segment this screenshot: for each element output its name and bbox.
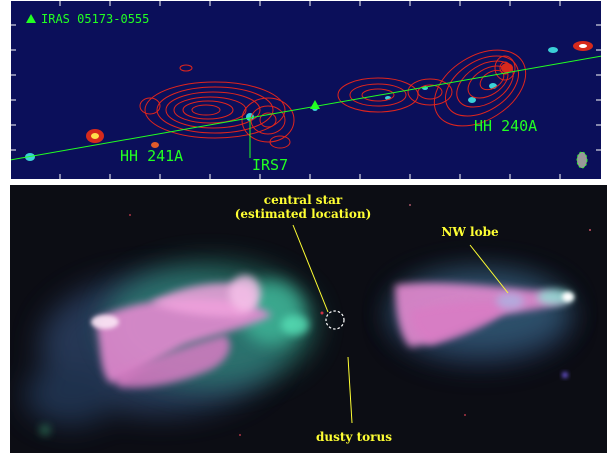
label-central-star: central star [264, 193, 343, 207]
emission-knots [25, 41, 593, 161]
contour-map-panel: IRAS 05173-0555 HH 241A IRS7 HH 240A [10, 0, 602, 180]
object-label: IRAS 05173-0555 [41, 12, 149, 26]
label-irs7: IRS7 [252, 156, 288, 174]
label-central-star-subtitle: (estimated location) [235, 207, 372, 221]
map-frame [10, 0, 602, 180]
central-star-pointer [292, 224, 329, 313]
nw-lobe-pointer [469, 244, 509, 294]
contour-lobe-east [337, 49, 527, 127]
east-lobe [390, 268, 574, 352]
label-hh241a: HH 241A [120, 147, 183, 165]
beam-size-ellipse [576, 151, 588, 169]
contour-lobe-west [139, 81, 295, 149]
source-triangle-icon [310, 100, 320, 109]
nebula-image-panel: central star (estimated location) NW lob… [10, 185, 607, 453]
contour-lines [139, 49, 527, 149]
central-star-marker [325, 310, 345, 330]
west-lobe [91, 263, 315, 388]
contour-map-background [10, 0, 602, 180]
frame-ticks [10, 0, 602, 180]
dusty-torus-pointer [347, 356, 353, 424]
legend-triangle-icon [26, 14, 36, 23]
outflow-axis-line [10, 55, 602, 161]
label-hh240a: HH 240A [474, 117, 537, 135]
label-dusty-torus: dusty torus [316, 430, 392, 444]
field-stars [39, 204, 591, 436]
label-nw-lobe: NW lobe [441, 225, 499, 239]
